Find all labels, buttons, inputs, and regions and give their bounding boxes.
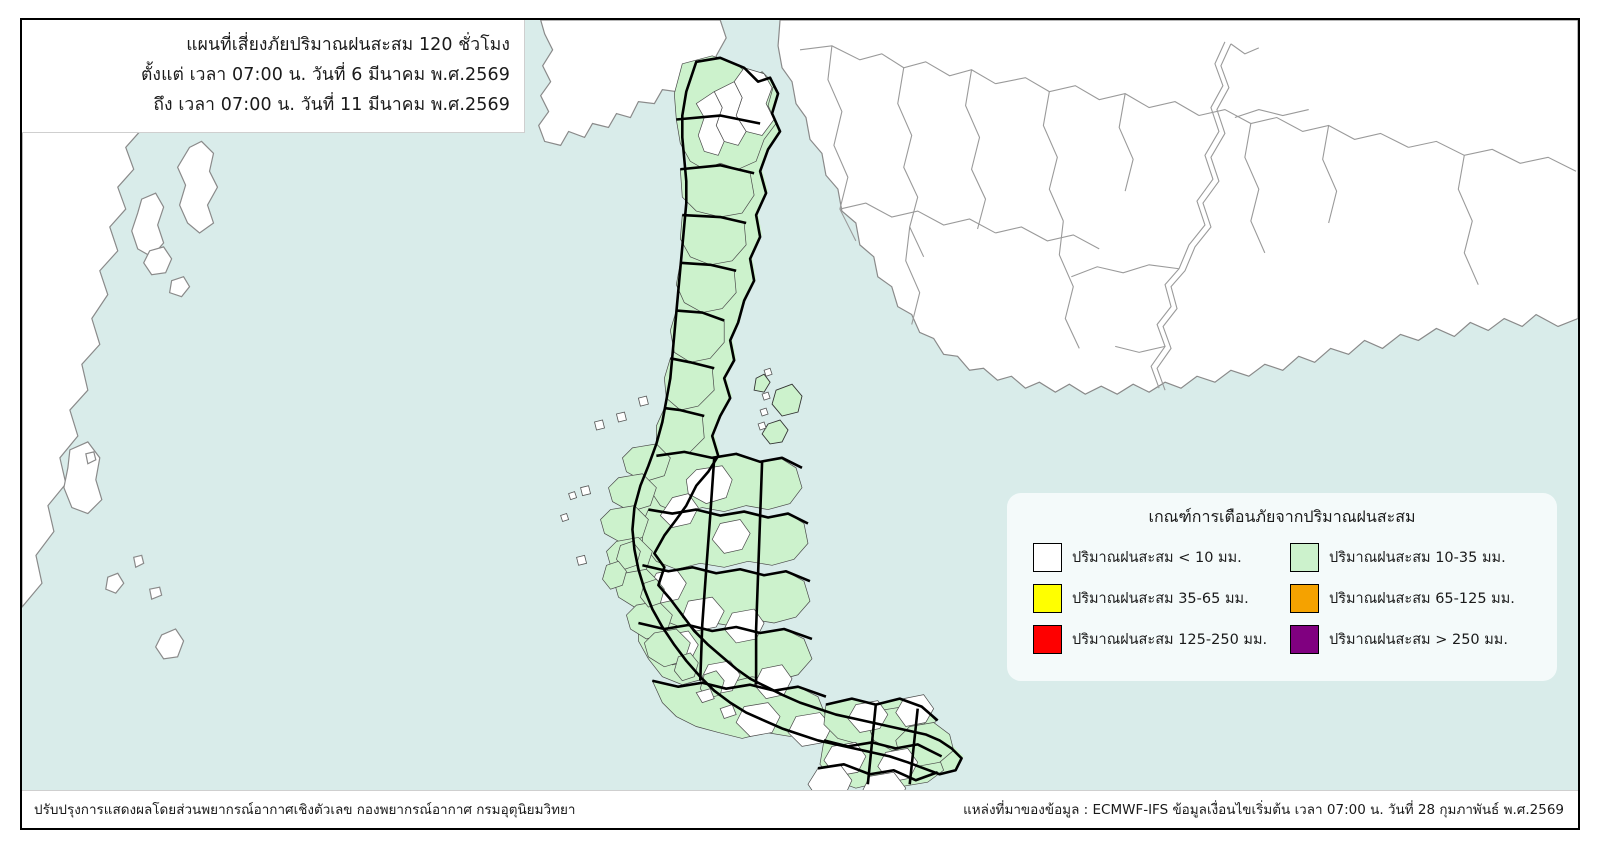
title-line-2: ตั้งแต่ เวลา 07:00 น. วันที่ 6 มีนาคม พ.…: [140, 65, 510, 85]
legend-item-lt-10: ปริมาณฝนสะสม < 10 มม.: [1033, 537, 1286, 578]
legend-swatch-35-65: [1033, 584, 1062, 613]
gulf-islands-group: [753, 373, 803, 445]
district-andaman-coast-group: [600, 443, 725, 700]
legend-item-gt-250: ปริมาณฝนสะสม > 250 มม.: [1290, 619, 1543, 660]
nicobar-island-c: [105, 572, 125, 594]
legend-grid: ปริมาณฝนสะสม < 10 มม. ปริมาณฝนสะสม 10-35…: [1007, 537, 1557, 660]
thailand-outline: [631, 56, 963, 776]
legend-label-gt-250: ปริมาณฝนสะสม > 250 มม.: [1329, 631, 1508, 648]
legend-swatch-10-35: [1290, 543, 1319, 572]
legend-title: เกณฑ์การเตือนภัยจากปริมาณฝนสะสม: [1148, 507, 1416, 526]
andaman-island-north: [176, 140, 219, 234]
white-districts-north: [695, 67, 775, 156]
footer-source-right: แหล่งที่มาของข้อมูล : ECMWF-IFS ข้อมูลเง…: [963, 801, 1564, 818]
neighbor-countries-layer: [22, 20, 1578, 660]
legend-item-35-65: ปริมาณฝนสะสม 35-65 มม.: [1033, 578, 1286, 619]
legend-label-lt-10: ปริมาณฝนสะสม < 10 มม.: [1072, 549, 1242, 566]
footer-band: ปรับปรุงการแสดงผลโดยส่วนพยากรณ์อากาศเชิง…: [22, 790, 1578, 828]
indochina-landmass: [777, 20, 1578, 395]
legend-swatch-gt-250: [1290, 625, 1319, 654]
nicobar-island-a: [63, 441, 103, 515]
legend-label-10-35: ปริมาณฝนสะสม 10-35 มม.: [1329, 549, 1506, 566]
legend-swatch-65-125: [1290, 584, 1319, 613]
island-speck-a: [85, 451, 97, 465]
footer-credit-left: ปรับปรุงการแสดงผลโดยส่วนพยากรณ์อากาศเชิง…: [34, 801, 576, 818]
title-line-3: ถึง เวลา 07:00 น. วันที่ 11 มีนาคม พ.ศ.2…: [153, 95, 510, 115]
legend-label-125-250: ปริมาณฝนสะสม 125-250 มม.: [1072, 631, 1268, 648]
legend-label-35-65: ปริมาณฝนสะสม 35-65 มม.: [1072, 590, 1249, 607]
neighbor-internal-borders: [799, 41, 1577, 391]
map-title-card: แผนที่เสี่ยงภัยปริมาณฝนสะสม 120 ชั่วโมง …: [22, 20, 525, 133]
legend-item-125-250: ปริมาณฝนสะสม 125-250 มม.: [1033, 619, 1286, 660]
legend-item-65-125: ปริมาณฝนสะสม 65-125 มม.: [1290, 578, 1543, 619]
legend-label-65-125: ปริมาณฝนสะสม 65-125 มม.: [1329, 590, 1515, 607]
island-speck-c: [148, 586, 163, 600]
map-canvas: [22, 20, 1578, 828]
islet-specks: [560, 367, 773, 720]
legend-panel: เกณฑ์การเตือนภัยจากปริมาณฝนสะสม ปริมาณฝน…: [1007, 493, 1557, 681]
legend-swatch-lt-10: [1033, 543, 1062, 572]
andaman-island-small-b: [168, 276, 191, 298]
nicobar-island-b: [154, 628, 185, 660]
rainfall-risk-map-figure: แผนที่เสี่ยงภัยปริมาณฝนสะสม 120 ชั่วโมง …: [20, 18, 1580, 830]
legend-item-10-35: ปริมาณฝนสะสม 10-35 มม.: [1290, 537, 1543, 578]
title-line-1: แผนที่เสี่ยงภัยปริมาณฝนสะสม 120 ชั่วโมง: [186, 35, 510, 55]
andaman-island-small-a: [142, 246, 173, 276]
island-speck-b: [133, 554, 145, 569]
legend-swatch-125-250: [1033, 625, 1062, 654]
province-boundaries-layer: [631, 56, 963, 785]
